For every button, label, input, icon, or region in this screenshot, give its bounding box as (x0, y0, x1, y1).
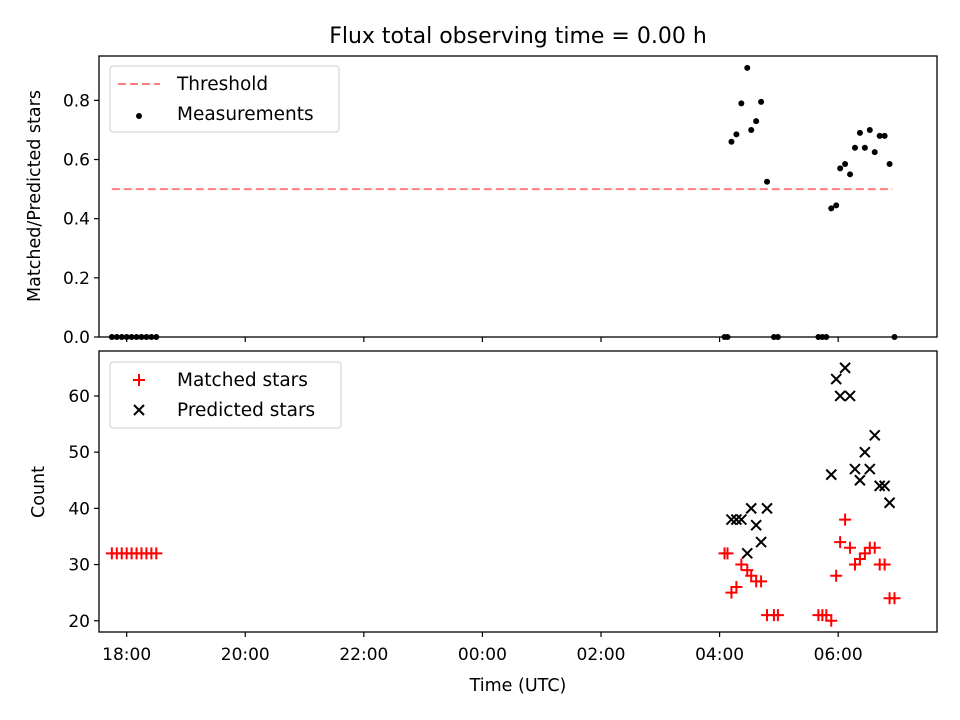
matched-star-point (839, 513, 852, 526)
bottom-x-ticks: 18:00 20:00 22:00 00:00 02:00 04:00 06:00 (102, 632, 863, 665)
predicted-star-point (825, 468, 837, 481)
measurement-point (847, 171, 854, 178)
predicted-star-point (883, 497, 896, 509)
matched-star-point (735, 558, 748, 571)
top-y-tick-label: 0.6 (63, 151, 90, 171)
predicted-star-point (878, 480, 891, 492)
legend-threshold-label: Threshold (176, 74, 268, 95)
matched-star-point (878, 558, 891, 571)
measurement-point (753, 118, 760, 125)
predicted-star-point (834, 390, 846, 402)
legend-matched-swatch (133, 374, 145, 386)
x-tick-label: 18:00 (102, 645, 151, 665)
predicted-star-point (755, 536, 767, 548)
bottom-y-tick-label: 50 (68, 443, 90, 463)
bottom-legend: Matched stars Predicted stars (109, 361, 342, 429)
legend-measurements-label: Measurements (177, 104, 314, 125)
legend-matched-label: Matched stars (177, 370, 308, 391)
measurement-point (738, 100, 745, 107)
measurement-point (881, 132, 888, 139)
measurement-point (733, 131, 740, 138)
top-y-tick-label: 0.0 (63, 328, 90, 348)
predicted-star-point (849, 463, 861, 475)
predicted-star-point (750, 519, 762, 531)
legend-measurements-swatch (136, 113, 142, 119)
x-tick-label: 00:00 (458, 645, 507, 665)
predicted-star-point (864, 463, 876, 475)
predicted-star-point (859, 446, 871, 458)
x-tick-label: 06:00 (814, 645, 863, 665)
matched-star-point (150, 547, 163, 560)
legend-predicted-label: Predicted stars (177, 400, 315, 421)
measurement-point (856, 129, 863, 136)
matched-star-point (888, 592, 901, 605)
matched-star-point (755, 575, 768, 588)
bottom-y-axis-label: Count (29, 466, 49, 518)
measurement-point (886, 160, 893, 167)
measurement-point (828, 205, 835, 212)
top-x-ticks (126, 337, 839, 342)
legend-predicted-swatch (133, 404, 145, 416)
predicted-star-point (725, 513, 738, 526)
x-tick-label: 02:00 (577, 645, 626, 665)
predicted-star-point (869, 429, 881, 442)
bottom-marks (105, 362, 901, 627)
matched-star-point (771, 609, 784, 622)
predicted-star-point (745, 502, 757, 515)
matched-star-point (730, 581, 743, 594)
predicted-star-point (839, 362, 851, 374)
matched-star-point (868, 541, 881, 554)
matched-star-point (830, 569, 843, 582)
x-tick-label: 04:00 (695, 645, 744, 665)
bottom-y-ticks: 20 30 40 50 60 (68, 387, 99, 632)
top-chart-title: Flux total observing time = 0.00 h (329, 24, 707, 49)
measurement-point (837, 165, 844, 172)
measurement-point (866, 126, 873, 133)
matched-star-point (834, 536, 847, 549)
bottom-y-tick-label: 40 (68, 499, 90, 519)
matched-star-point (844, 541, 857, 554)
matched-star-point (825, 614, 838, 627)
measurement-point (851, 144, 858, 151)
bottom-y-tick-label: 20 (68, 612, 90, 632)
measurement-point (876, 132, 883, 139)
measurement-point (744, 64, 751, 71)
measurement-point (842, 160, 849, 167)
top-y-ticks: 0.0 0.2 0.4 0.6 0.8 (63, 91, 99, 348)
top-y-tick-label: 0.4 (63, 210, 90, 230)
x-tick-label: 22:00 (339, 645, 388, 665)
measurement-point (871, 149, 878, 156)
x-axis-label: Time (UTC) (469, 676, 567, 696)
predicted-star-point (844, 390, 856, 402)
top-legend-frame (109, 65, 340, 133)
predicted-star-point (854, 474, 866, 486)
bottom-legend-frame (109, 361, 342, 429)
predicted-star-point (830, 373, 842, 385)
x-tick-label: 20:00 (221, 645, 270, 665)
top-legend: Threshold Measurements (109, 65, 340, 133)
top-panel: 0.00.20.40.60.8 Matched/Predicted stars … (25, 55, 938, 348)
predicted-star-point (761, 502, 773, 515)
bottom-y-tick-label: 60 (68, 387, 90, 407)
top-y-tick-label: 0.2 (63, 269, 90, 289)
measurement-point (861, 144, 868, 151)
measurement-point (833, 202, 840, 209)
top-y-tick-label: 0.8 (63, 91, 90, 111)
measurement-point (748, 126, 755, 133)
top-axes-frame (98, 55, 938, 338)
bottom-y-tick-label: 30 (68, 556, 90, 576)
predicted-star-point (741, 547, 753, 560)
measurement-point (758, 98, 765, 105)
predicted-star-point (730, 513, 743, 526)
matched-star-point (721, 547, 734, 560)
bottom-panel: 20 30 40 50 60 18:00 20:00 22:00 00:00 02:00 04:0… (29, 350, 938, 696)
measurement-point (764, 178, 771, 185)
predicted-star-point (873, 480, 886, 492)
measurement-point (728, 138, 735, 145)
top-y-axis-label: Matched/Predicted stars (25, 90, 45, 302)
predicted-star-point (735, 513, 748, 526)
bottom-axes-frame (98, 350, 938, 633)
